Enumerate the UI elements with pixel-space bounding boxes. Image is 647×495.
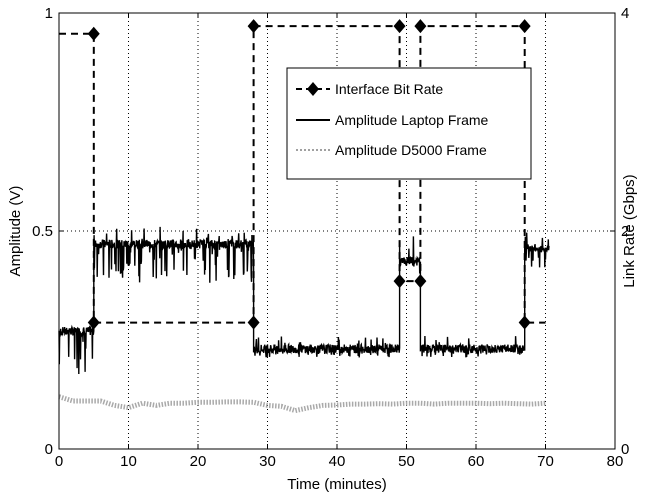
- x-tick-label: 70: [537, 453, 554, 470]
- y-axis-title: Amplitude (V): [7, 186, 24, 277]
- bitrate-marker: [87, 315, 100, 330]
- x-tick-label: 50: [398, 453, 415, 470]
- bitrate-marker: [87, 26, 100, 41]
- bitrate-marker: [393, 274, 406, 289]
- bitrate-marker: [247, 19, 260, 34]
- x-axis-title: Time (minutes): [287, 476, 386, 493]
- legend-label: Interface Bit Rate: [335, 81, 443, 97]
- x-tick-label: 20: [190, 453, 207, 470]
- y2-tick-label: 4: [621, 5, 629, 22]
- y-tick-label: 0: [45, 441, 53, 458]
- y-tick-label: 0.5: [32, 223, 53, 240]
- bitrate-marker: [518, 19, 531, 34]
- y2-tick-label: 0: [621, 441, 629, 458]
- bitrate-marker: [414, 19, 427, 34]
- y2-axis-title: Link Rate (Gbps): [621, 174, 638, 287]
- bitrate-marker: [247, 315, 260, 330]
- x-tick-label: 30: [259, 453, 276, 470]
- series-laptop-line: [58, 226, 550, 375]
- legend-box: [286, 67, 532, 180]
- legend-label: Amplitude D5000 Frame: [335, 142, 487, 158]
- y2-tick-label: 2: [621, 223, 629, 240]
- legend-marker-bitrate: [307, 82, 319, 96]
- series-d5000-line: [58, 394, 546, 414]
- y-tick-label: 1: [45, 5, 53, 22]
- legend-label: Amplitude Laptop Frame: [335, 112, 489, 128]
- bitrate-marker: [518, 315, 531, 330]
- x-tick-label: 0: [55, 453, 63, 470]
- x-tick-label: 40: [329, 453, 346, 470]
- bitrate-marker: [393, 19, 406, 34]
- bitrate-marker: [414, 274, 427, 289]
- x-tick-label: 60: [468, 453, 485, 470]
- x-tick-label: 10: [120, 453, 137, 470]
- x-tick-label: 80: [607, 453, 624, 470]
